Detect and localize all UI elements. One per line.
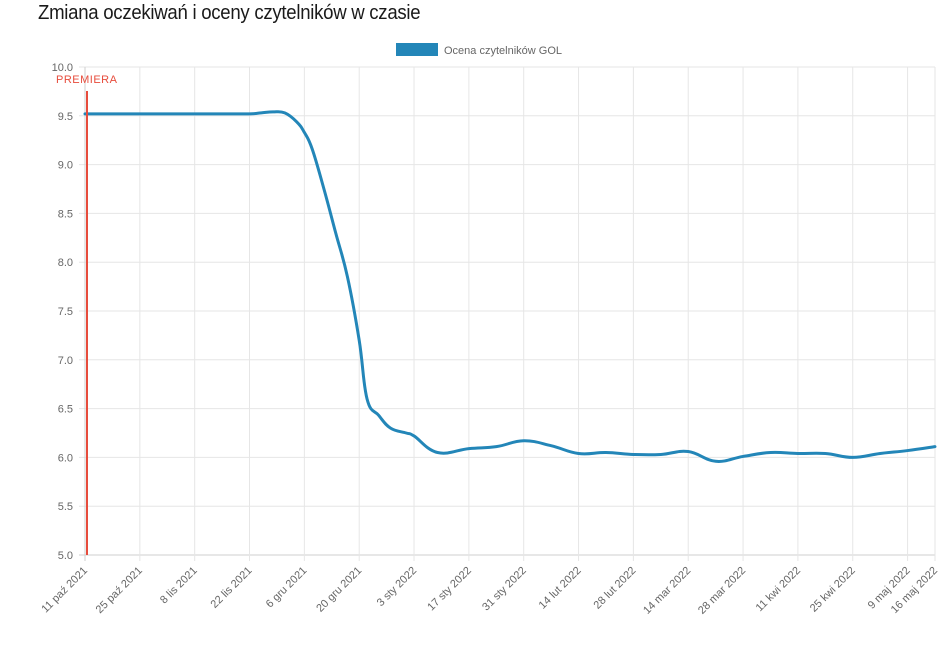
x-tick-label: 22 lis 2021 [209,565,255,611]
premiere-marker: PREMIERA [56,74,118,555]
legend-label: Ocena czytelników GOL [444,45,562,57]
x-tick-label: 14 lut 2022 [537,565,584,612]
x-tick-label: 6 gru 2021 [264,565,310,611]
y-tick-label: 5.0 [58,550,73,562]
x-tick-label: 25 kwi 2022 [808,565,858,615]
series-layer [83,110,937,463]
x-axis: 11 paź 2021 25 paź 2021 8 lis 2021 22 lis 2… [39,565,940,617]
y-tick-label: 8.5 [58,208,73,220]
x-tick-label: 25 paź 2021 [94,565,145,616]
grid-lines [79,66,936,561]
series-line-ocena-czytelnikow [83,110,937,463]
y-tick-label: 7.0 [58,355,73,367]
y-tick-label: 9.5 [58,111,73,123]
y-tick-label: 6.5 [58,404,73,416]
y-tick-label: 7.5 [58,306,73,318]
y-tick-label: 6.0 [58,452,73,464]
x-tick-label: 20 gru 2021 [314,565,364,615]
chart-title: Zmiana oczekiwań i oceny czytelników w c… [38,2,421,24]
x-tick-label: 14 mar 2022 [641,565,693,617]
legend-swatch [396,43,438,56]
y-axis: 5.0 5.5 6.0 6.5 7.0 7.5 8.0 8.5 9.0 9.5 10.0 [52,62,73,562]
x-tick-label: 11 kwi 2022 [754,565,803,614]
x-tick-label: 8 lis 2021 [158,565,200,607]
legend[interactable]: Ocena czytelników GOL [396,43,562,57]
y-tick-label: 10.0 [52,62,73,74]
y-tick-label: 9.0 [58,160,73,172]
y-tick-label: 8.0 [58,257,73,269]
x-tick-label: 31 sty 2022 [480,565,529,614]
premiere-marker-label: PREMIERA [56,74,118,86]
x-tick-label: 3 sty 2022 [375,565,419,609]
y-tick-label: 5.5 [58,501,73,513]
x-tick-label: 11 paź 2021 [39,565,90,616]
x-tick-label: 17 sty 2022 [425,565,474,614]
x-tick-label: 28 mar 2022 [696,565,748,617]
x-tick-label: 28 lut 2022 [592,565,639,612]
